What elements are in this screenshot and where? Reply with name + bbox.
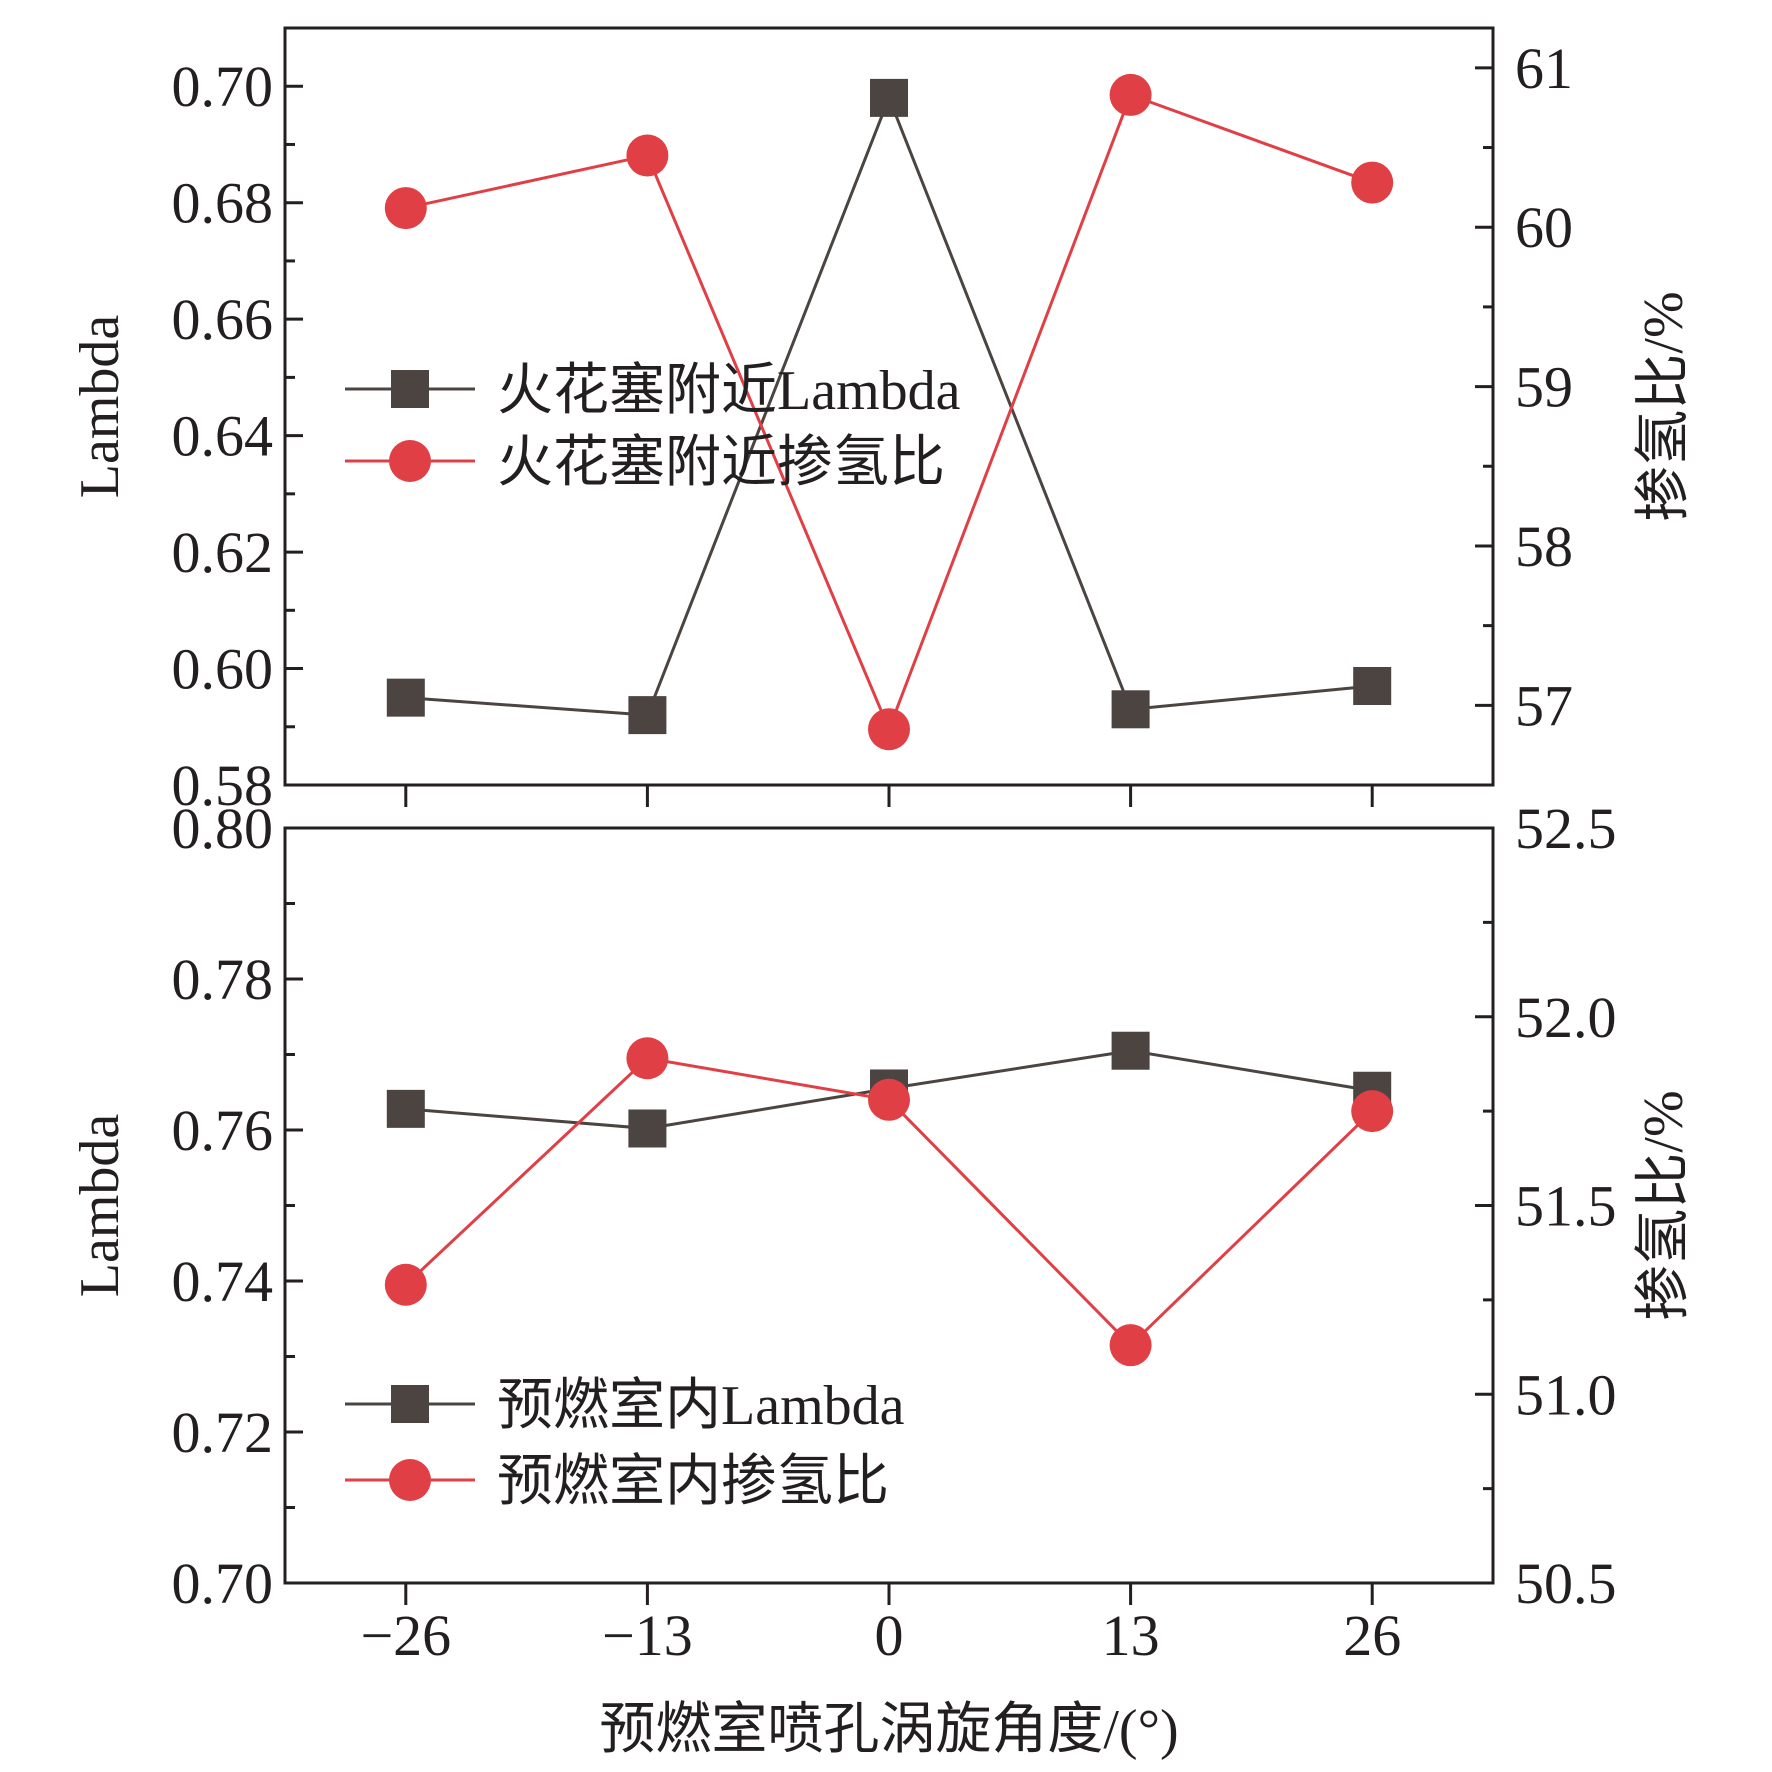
lambda-marker [386, 1089, 425, 1128]
right-tick-label: 61 [1515, 36, 1573, 101]
right-tick-label: 52.5 [1515, 796, 1617, 861]
right-tick-label: 51.5 [1515, 1174, 1617, 1239]
hydrogen-ratio-marker [384, 187, 427, 230]
right-tick-label: 50.5 [1515, 1551, 1617, 1616]
right-tick-label: 57 [1515, 673, 1573, 738]
left-tick-label: 0.76 [172, 1098, 274, 1163]
left-tick-label: 0.68 [172, 171, 274, 236]
x-tick-label: −26 [360, 1603, 451, 1668]
left-tick-label: 0.60 [172, 637, 274, 702]
lambda-marker [1111, 690, 1150, 729]
left-tick-label: 0.62 [172, 520, 274, 585]
lambda-marker [628, 1109, 667, 1148]
lambda-marker [870, 78, 908, 117]
plot-frame [283, 826, 1495, 1585]
left-axis-title: Lambda [69, 1114, 131, 1298]
x-axis-title: 预燃室喷孔涡旋角度/(°) [599, 1699, 1178, 1761]
legend-label: 预燃室内Lambda [497, 1375, 905, 1437]
x-tick-label: 13 [1102, 1603, 1160, 1668]
right-tick-label: 52.0 [1515, 985, 1617, 1050]
legend-square-marker [391, 1385, 429, 1423]
right-tick-label: 51.0 [1515, 1362, 1617, 1427]
x-tick-label: 0 [875, 1603, 904, 1668]
right-axis-title: 掺氢比/% [1633, 1090, 1695, 1320]
right-tick-label: 60 [1515, 195, 1573, 260]
legend-circle-marker [389, 440, 431, 482]
hydrogen-ratio-marker [626, 1037, 669, 1080]
lambda-marker [1111, 1031, 1150, 1070]
legend-label: 预燃室内掺氢比 [497, 1451, 889, 1513]
legend-circle-marker [389, 1459, 431, 1501]
x-tick-label: −13 [602, 1603, 693, 1668]
panel-top: 0.58 0.60 0.62 0.64 0.66 0.68 0.70 57 58 59 60 61 La… [69, 26, 1695, 818]
hydrogen-ratio-marker [384, 1263, 427, 1306]
hydrogen-ratio-marker [868, 1078, 910, 1121]
legend-label: 火花塞附近Lambda [497, 360, 961, 422]
left-tick-label: 0.70 [172, 54, 274, 119]
lambda-marker [1353, 667, 1392, 706]
hydrogen-ratio-marker [868, 708, 910, 751]
right-tick-label: 58 [1515, 514, 1573, 579]
x-tick-label: 26 [1343, 1603, 1401, 1668]
left-tick-label: 0.78 [172, 947, 274, 1012]
right-tick-label: 59 [1515, 355, 1573, 420]
lambda-marker [628, 696, 667, 735]
right-axis-title: 掺氢比/% [1633, 291, 1695, 521]
left-tick-label: 0.64 [172, 404, 274, 469]
left-tick-label: 0.80 [172, 796, 274, 861]
panel-bottom: 0.70 0.72 0.74 0.76 0.78 0.80 50.5 51.0 51.5 52.0… [69, 796, 1695, 1616]
left-axis-title: Lambda [69, 315, 131, 499]
left-tick-label: 0.66 [172, 287, 274, 352]
left-tick-label: 0.58 [172, 753, 274, 818]
hydrogen-ratio-marker [1109, 1324, 1152, 1367]
left-tick-label: 0.72 [172, 1400, 274, 1465]
left-tick-label: 0.70 [172, 1551, 274, 1616]
legend-square-marker [391, 370, 429, 408]
hydrogen-ratio-marker [1351, 161, 1394, 204]
hydrogen-ratio-marker [1109, 73, 1152, 116]
lambda-marker [386, 678, 425, 717]
left-tick-label: 0.74 [172, 1249, 274, 1314]
hydrogen-ratio-marker [626, 134, 669, 177]
legend-label: 火花塞附近掺氢比 [497, 432, 945, 494]
hydrogen-ratio-marker [1351, 1090, 1394, 1133]
